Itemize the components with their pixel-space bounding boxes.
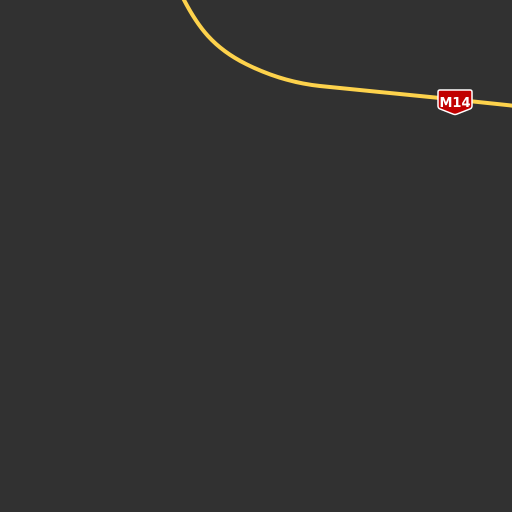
route-shield-icon: M14 [437,89,473,116]
route-shield-shape [437,89,473,116]
route-shield-label: M14 [439,96,470,111]
highway-road-m14 [181,0,512,108]
